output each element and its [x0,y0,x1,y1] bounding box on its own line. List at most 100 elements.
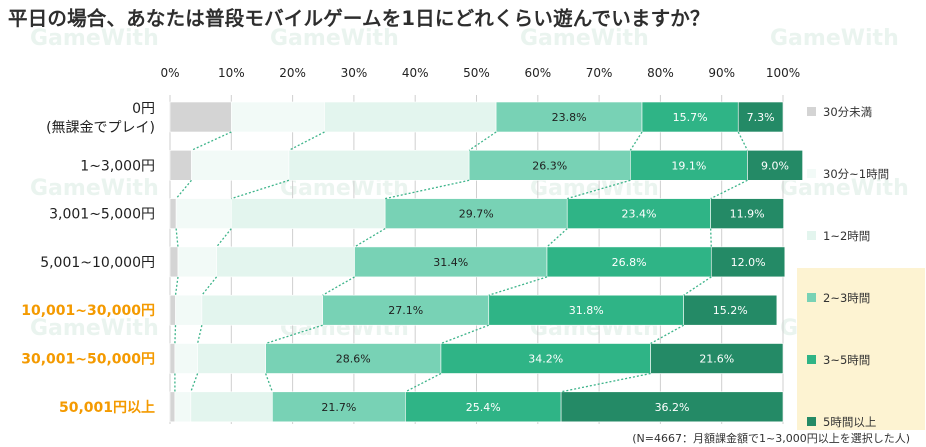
series-connector [440,324,489,345]
bar-segment [560,391,784,423]
data-label: 19.1% [671,159,706,172]
legend-label: 30分~1時間 [823,167,889,181]
bar-segment [630,150,748,181]
bar-segment [169,101,232,133]
watermark-text: GameWith [520,26,649,51]
data-label: 12.0% [731,256,766,269]
bar-segment [710,198,784,229]
series-connector [683,276,712,296]
bar-segment [747,150,803,181]
data-label: 34.2% [528,353,563,366]
series-connector [546,228,568,248]
watermark-text: GameWith [770,26,899,51]
series-connector [354,228,386,248]
data-label: 23.4% [621,208,656,221]
watermark-text: GameWith [30,176,159,201]
category-label: 0円 [132,101,155,117]
x-tick-label: 30% [341,66,368,80]
legend-swatch [807,417,816,426]
category-label: (無課金でプレイ) [46,120,155,136]
legend-label: 5時間以上 [823,415,876,429]
bar-segment [174,391,192,423]
x-tick-label: 20% [279,66,306,80]
bar-segment [169,198,177,229]
data-label: 21.7% [321,401,356,414]
series-connector [710,228,712,247]
category-label: 3,001~5,000円 [49,207,155,223]
x-tick-label: 0% [160,66,179,80]
bar-segment [737,101,784,133]
series-connector [710,179,748,200]
series-connector [560,372,651,393]
series-connector [201,276,218,296]
series-connector [567,179,631,200]
bar-segment [566,198,711,229]
bar-segment [177,246,217,278]
data-label: 23.8% [552,111,587,124]
category-label: 5,001~10,000円 [40,255,155,271]
bar-segment [265,343,442,374]
bar-segment [650,343,784,374]
series-connector [175,228,179,247]
series-connector [265,373,273,393]
x-tick-label: 70% [586,66,613,80]
series-connector [174,325,177,344]
legend-swatch [807,169,816,178]
bar-segment [405,391,562,423]
bar-segment [440,343,651,374]
legend-highlight-panel [797,268,925,430]
connector-layer [174,131,749,393]
data-label: 26.3% [532,159,567,172]
label-layer: 23.8% 15.7% 7.3% 0円 (無課金でプレイ) 26.3% 19.1% 9.0% 1… [21,101,789,416]
series-connector [265,324,323,345]
legend-label: 30分未満 [823,105,872,119]
bar-segment [324,101,497,133]
bar-segment [169,391,176,423]
data-label: 26.8% [612,256,647,269]
x-tick-label: 50% [463,66,490,80]
bar-segment [191,150,290,181]
legend-swatch [807,293,816,302]
series-connector [191,131,232,151]
bar-segment [641,101,739,133]
series-connector [468,131,497,151]
data-label: 15.7% [673,111,708,124]
category-label: 50,001円以上 [59,400,155,416]
bar-segment [546,246,712,278]
bar-segment [169,246,179,278]
data-label: 9.0% [761,159,789,172]
data-label: 15.2% [713,304,748,317]
watermark-text: GameWith [30,26,159,51]
legend-label: 1~2時間 [823,229,870,243]
bar-segment [231,198,386,229]
bar-segment [169,150,192,181]
x-tick-label: 80% [647,66,674,80]
bar-layer [169,101,803,423]
data-label: 31.4% [433,256,468,269]
series-connector [175,179,192,200]
bar-segment [175,198,232,229]
x-tick-label: 40% [402,66,429,80]
watermark-text: GameWith [270,26,399,51]
bar-segment [231,101,325,133]
x-tick-label: 100% [766,66,800,80]
series-connector [405,372,442,393]
watermark-text: GameWith [30,316,159,341]
data-label: 31.8% [569,304,604,317]
data-label: 28.6% [336,353,371,366]
bar-segment [216,246,355,278]
legend: 30分未満 30分~1時間 1~2時間 2~3時間 3~5時間 5時間以上 [797,105,925,430]
data-label: 36.2% [655,401,690,414]
data-label: 7.3% [747,111,775,124]
bar-segment [495,101,643,133]
bar-segment [683,294,778,326]
data-label: 25.4% [466,401,501,414]
series-connector [216,228,232,248]
legend-swatch [807,231,816,240]
bar-segment [169,343,176,374]
series-connector [190,373,199,393]
bar-segment [201,294,323,326]
data-label: 11.9% [730,208,765,221]
category-label: 1~3,000円 [80,158,155,174]
